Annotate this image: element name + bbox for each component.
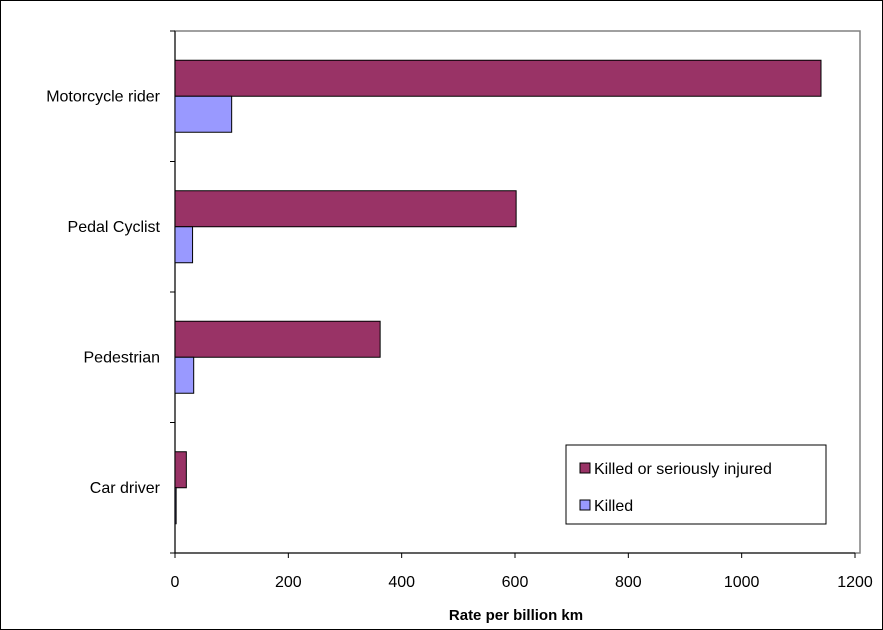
x-tick-label-3: 600 bbox=[502, 574, 529, 591]
legend-box bbox=[565, 444, 827, 525]
x-tick-label-4: 800 bbox=[615, 574, 642, 591]
x-tick-label-0: 0 bbox=[171, 574, 180, 591]
y-tick-label-0: Motorcycle rider bbox=[46, 88, 160, 105]
y-tick-label-1: Pedal Cyclist bbox=[68, 219, 161, 236]
legend-swatch-1 bbox=[579, 499, 591, 511]
bars-group bbox=[174, 59, 822, 525]
bar-ksi-3 bbox=[174, 451, 187, 489]
y-tick-label-3: Car driver bbox=[90, 480, 161, 497]
bar-ksi-1 bbox=[174, 190, 517, 228]
bar-ksi-2 bbox=[174, 320, 381, 358]
bar-killed-0 bbox=[174, 95, 233, 133]
y-tick-label-2: Pedestrian bbox=[84, 349, 161, 366]
legend-swatch-0 bbox=[579, 462, 591, 474]
legend-label-1: Killed bbox=[594, 498, 633, 515]
x-axis-title: Rate per billion km bbox=[449, 607, 583, 624]
legend: Killed or seriously injured Killed bbox=[565, 444, 827, 525]
x-tick-label-6: 1200 bbox=[837, 574, 873, 591]
bar-ksi-0 bbox=[174, 59, 822, 97]
axes-group: Motorcycle rider Pedal Cyclist Pedestrian C… bbox=[46, 30, 873, 591]
bar-killed-2 bbox=[174, 356, 195, 394]
x-tick-label-5: 1000 bbox=[724, 574, 760, 591]
bar-killed-1 bbox=[174, 226, 194, 264]
x-tick-label-2: 400 bbox=[388, 574, 415, 591]
legend-label-0: Killed or seriously injured bbox=[594, 461, 772, 478]
x-tick-label-1: 200 bbox=[275, 574, 302, 591]
